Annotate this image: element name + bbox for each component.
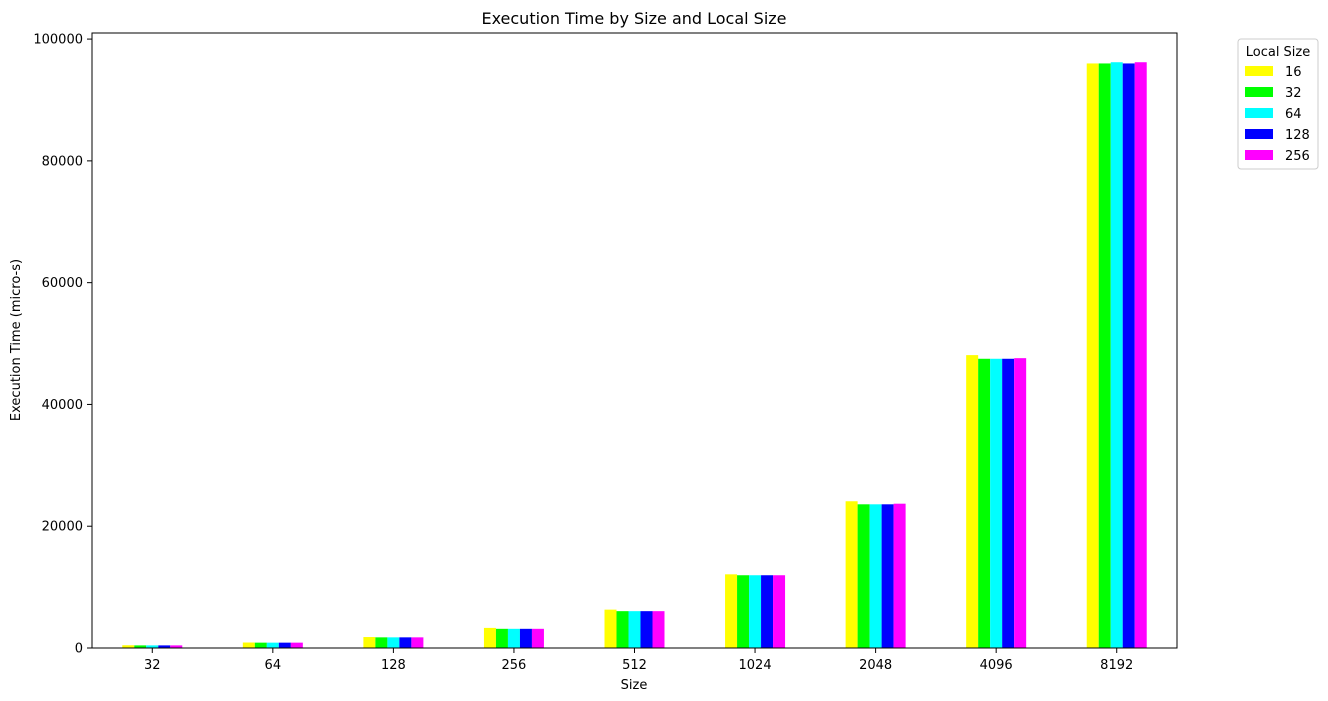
bar-16-64 — [242, 642, 255, 648]
bar-32-256 — [495, 628, 508, 648]
bar-16-256 — [483, 627, 496, 648]
x-tick-label: 256 — [502, 658, 527, 673]
bar-128-2048 — [881, 504, 894, 648]
bar-16-8192 — [1086, 63, 1099, 648]
chart-title: Execution Time by Size and Local Size — [481, 9, 786, 28]
legend-label-32: 32 — [1285, 86, 1302, 101]
bar-16-2048 — [845, 501, 858, 648]
legend-swatch-64 — [1245, 108, 1273, 118]
legend-title: Local Size — [1246, 45, 1311, 60]
bar-256-32 — [170, 645, 183, 648]
legend-label-128: 128 — [1285, 128, 1310, 143]
bar-32-64 — [254, 642, 267, 648]
legend-swatch-32 — [1245, 87, 1273, 97]
legend-label-16: 16 — [1285, 65, 1302, 80]
legend-swatch-256 — [1245, 150, 1273, 160]
x-tick-label: 8192 — [1100, 658, 1133, 673]
bar-16-4096 — [966, 355, 979, 648]
bar-64-128 — [387, 637, 400, 648]
bar-128-64 — [278, 642, 291, 648]
y-tick-label: 100000 — [33, 33, 83, 48]
bar-128-1024 — [761, 575, 774, 648]
bar-256-256 — [531, 628, 544, 648]
bar-16-32 — [122, 645, 135, 648]
bar-32-512 — [616, 611, 629, 648]
y-axis-label: Execution Time (micro-s) — [9, 259, 24, 421]
x-tick-label: 2048 — [859, 658, 892, 673]
legend-swatch-128 — [1245, 129, 1273, 139]
y-tick-label: 40000 — [42, 398, 83, 413]
bar-64-8192 — [1110, 62, 1123, 648]
bar-32-1024 — [737, 575, 750, 648]
x-tick-label: 4096 — [980, 658, 1013, 673]
legend-label-256: 256 — [1285, 149, 1310, 164]
y-tick-label: 80000 — [42, 154, 83, 169]
x-tick-label: 128 — [381, 658, 406, 673]
bar-256-128 — [411, 637, 424, 648]
bar-128-512 — [640, 611, 653, 648]
x-axis-label: Size — [621, 678, 648, 693]
bar-32-2048 — [857, 504, 870, 648]
y-tick-label: 20000 — [42, 520, 83, 535]
bar-64-4096 — [990, 358, 1003, 648]
bar-64-64 — [266, 642, 279, 648]
bar-32-128 — [375, 637, 388, 648]
bar-64-1024 — [749, 575, 762, 648]
bar-32-4096 — [978, 358, 991, 648]
legend: Local Size 16 32 64 128 256 — [1237, 38, 1319, 170]
y-tick-label: 0 — [75, 642, 83, 657]
x-tick-label: 512 — [622, 658, 647, 673]
bar-16-512 — [604, 609, 617, 648]
legend-label-64: 64 — [1285, 107, 1302, 122]
bar-64-32 — [146, 645, 159, 648]
bar-256-8192 — [1134, 62, 1147, 648]
bar-256-2048 — [893, 503, 906, 648]
bar-64-512 — [628, 611, 641, 648]
y-tick-label: 60000 — [42, 276, 83, 291]
bar-32-32 — [134, 645, 147, 648]
bar-128-256 — [519, 628, 532, 648]
legend-swatch-16 — [1245, 66, 1273, 76]
bar-256-1024 — [773, 575, 786, 648]
bar-16-1024 — [725, 574, 738, 648]
bar-64-256 — [507, 628, 520, 648]
bar-128-32 — [158, 645, 171, 648]
x-tick-label: 64 — [265, 658, 282, 673]
bar-256-4096 — [1014, 358, 1027, 648]
x-tick-label: 32 — [144, 658, 161, 673]
bar-64-2048 — [869, 504, 882, 648]
bar-32-8192 — [1098, 63, 1111, 648]
bar-128-8192 — [1122, 63, 1135, 648]
bar-128-128 — [399, 637, 412, 648]
plot-area: 32 64 128 256 512 1024 2048 4096 8192 0 20000 40000… — [33, 32, 1178, 673]
bar-128-4096 — [1002, 358, 1015, 648]
x-tick-label: 1024 — [739, 658, 772, 673]
bar-256-512 — [652, 611, 665, 648]
bar-16-128 — [363, 637, 376, 648]
bar-256-64 — [290, 642, 303, 648]
